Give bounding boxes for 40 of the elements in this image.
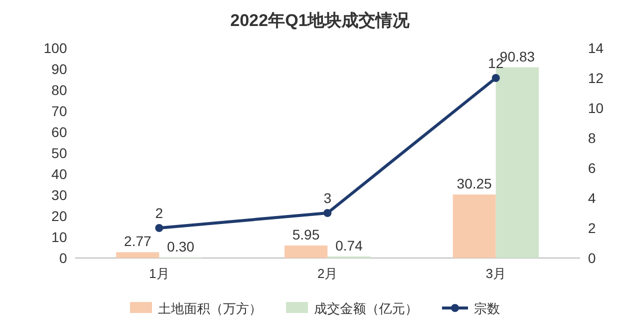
x-tick-label: 1月 <box>149 266 170 281</box>
data-label: 3 <box>324 190 332 206</box>
bar <box>284 246 328 258</box>
legend-label: 土地面积（万方） <box>158 301 262 316</box>
y-tick-label: 20 <box>51 208 68 224</box>
data-label: 2 <box>155 205 164 221</box>
data-label: 5.95 <box>292 226 320 243</box>
y-tick-label: 90 <box>51 61 68 77</box>
y2-tick-label: 12 <box>588 70 604 86</box>
bar <box>116 252 160 258</box>
y-tick-label: 70 <box>51 103 68 119</box>
y-tick-label: 50 <box>51 145 68 161</box>
y-tick-label: 80 <box>51 82 68 98</box>
y2-tick-label: 14 <box>588 40 604 56</box>
legend-label: 宗数 <box>474 301 500 316</box>
y-tick-label: 40 <box>51 166 68 182</box>
bar <box>452 194 496 258</box>
bar <box>496 67 539 258</box>
y-tick-label: 60 <box>51 124 68 140</box>
data-label: 0.74 <box>335 237 363 254</box>
data-label: 2.77 <box>124 233 152 250</box>
point <box>324 209 332 217</box>
y-tick-label: 0 <box>59 250 68 266</box>
y2-tick-label: 8 <box>588 130 596 146</box>
legend-label: 成交金额（亿元） <box>314 301 418 316</box>
data-label: 30.25 <box>456 175 492 192</box>
y-tick-label: 100 <box>44 40 68 56</box>
y-tick-label: 30 <box>51 187 68 203</box>
x-tick-label: 3月 <box>486 266 506 281</box>
y2-tick-label: 0 <box>588 250 596 266</box>
y2-tick-label: 10 <box>588 100 604 116</box>
x-tick-label: 2月 <box>317 266 338 281</box>
y2-tick-label: 6 <box>588 160 596 176</box>
point <box>492 74 500 82</box>
data-label: 0.30 <box>167 238 195 254</box>
y2-tick-label: 2 <box>588 220 596 236</box>
y-tick-label: 10 <box>51 229 68 245</box>
point <box>155 224 164 232</box>
chart-title: 2022年Q1地块成交情况 <box>230 11 411 30</box>
y2-tick-label: 4 <box>588 190 596 206</box>
